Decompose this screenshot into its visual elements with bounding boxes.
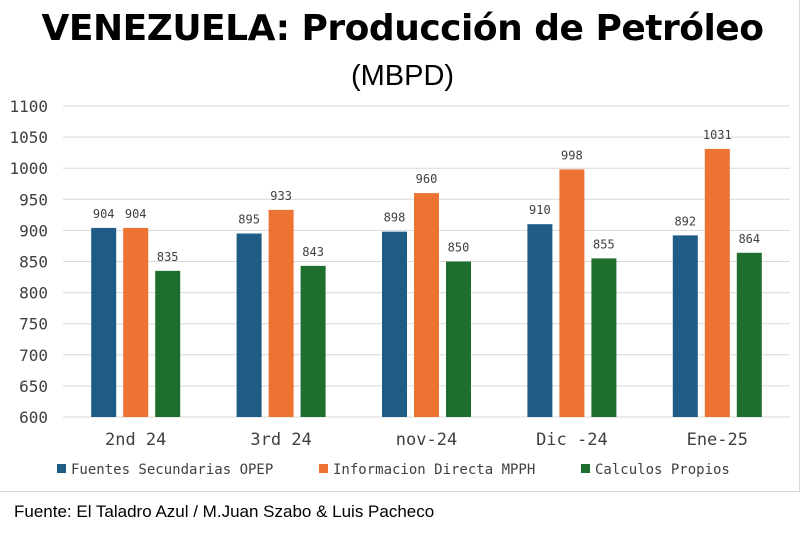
data-label: 998 (561, 148, 583, 162)
y-tick-label: 700 (19, 346, 48, 365)
data-label: 910 (529, 203, 551, 217)
data-label: 1031 (703, 128, 732, 142)
bar-chart: 600 650 700 750 800 850 900 950 1000 1050 1100 904… (9, 97, 790, 478)
bar (559, 169, 585, 417)
y-tick-label: 950 (19, 190, 48, 209)
bar (704, 148, 730, 417)
bar (414, 193, 439, 417)
data-label: 850 (448, 241, 470, 255)
data-label: 835 (157, 250, 179, 264)
chart-border-bottom (0, 491, 800, 492)
chart-border-right (799, 0, 800, 492)
data-label: 892 (674, 214, 696, 228)
y-tick-label: 900 (19, 221, 48, 240)
data-label: 864 (738, 232, 760, 246)
bar (236, 233, 262, 417)
source-note: Fuente: El Taladro Azul / M.Juan Szabo &… (14, 502, 435, 521)
bar (446, 261, 471, 417)
legend-label: Informacion Directa MPPH (333, 462, 535, 478)
bar (672, 235, 698, 417)
bar (527, 224, 553, 417)
y-tick-label: 1000 (9, 159, 48, 178)
data-label: 895 (238, 213, 260, 227)
y-tick-label: 1050 (9, 128, 48, 147)
bars (91, 148, 762, 417)
x-tick-label: Ene-25 (687, 430, 748, 450)
data-label: 904 (93, 207, 115, 221)
x-tick-label: nov-24 (396, 430, 457, 450)
bar (591, 258, 617, 417)
legend-swatch (319, 464, 328, 473)
x-tick-label: 3rd 24 (250, 430, 311, 450)
y-tick-label: 650 (19, 377, 48, 396)
bar (123, 227, 149, 417)
bar (155, 270, 181, 417)
legend: Fuentes Secundarias OPEP Informacion Dire… (57, 462, 730, 478)
data-label: 843 (302, 245, 324, 259)
data-label: 933 (270, 189, 292, 203)
legend-swatch (57, 464, 66, 473)
data-label: 855 (593, 237, 615, 251)
x-tick-label: 2nd 24 (105, 430, 166, 450)
legend-swatch (581, 464, 590, 473)
chart-subtitle: (MBPD) (350, 60, 455, 92)
y-axis: 600 650 700 750 800 850 900 950 1000 1050 1100 (9, 97, 48, 427)
y-tick-label: 800 (19, 284, 48, 303)
data-label: 898 (384, 211, 406, 225)
legend-label: Calculos Propios (595, 462, 730, 478)
bar (300, 265, 326, 417)
x-axis: 2nd 24 3rd 24 nov-24 Dic -24 Ene-25 (105, 430, 748, 450)
chart-title: VENEZUELA: Producción de Petróleo (41, 8, 764, 49)
data-labels: 904 904 835 895 933 843 898 960 850 910 998 855 892 1… (93, 128, 760, 264)
bar (268, 209, 294, 417)
y-tick-label: 850 (19, 253, 48, 272)
bar (91, 227, 117, 417)
data-label: 960 (416, 172, 438, 186)
y-tick-label: 600 (19, 408, 48, 427)
x-tick-label: Dic -24 (536, 430, 608, 450)
legend-label: Fuentes Secundarias OPEP (71, 462, 273, 478)
bar (736, 252, 762, 417)
y-tick-label: 750 (19, 315, 48, 334)
bar (382, 231, 407, 417)
data-label: 904 (125, 207, 147, 221)
y-tick-label: 1100 (9, 97, 48, 116)
